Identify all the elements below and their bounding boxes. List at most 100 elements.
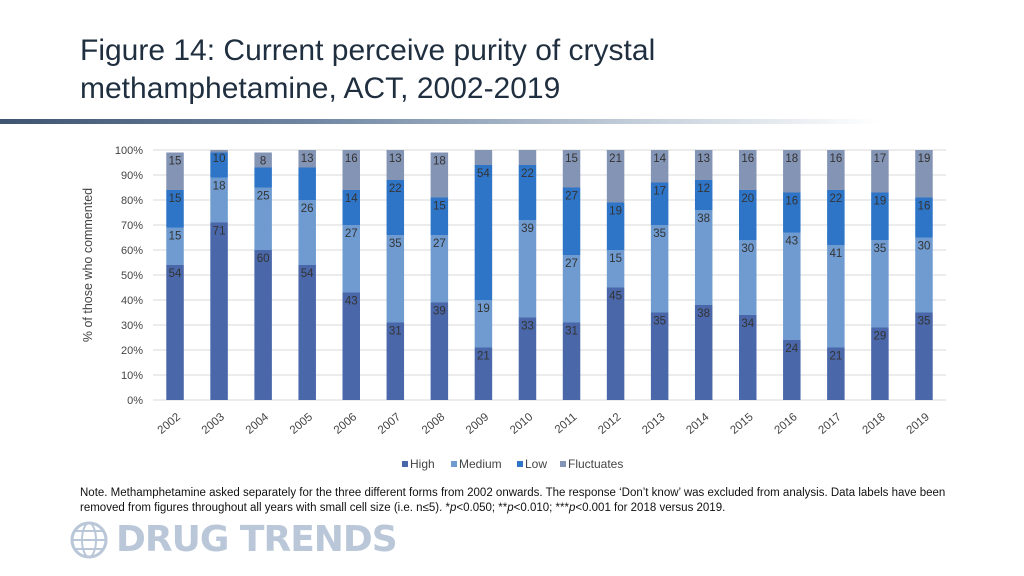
bar-segment-high	[606, 287, 625, 400]
legend-label-high: High	[410, 457, 435, 471]
bar-segment-medium	[783, 232, 801, 340]
bar-segment-low	[783, 192, 801, 233]
bar-segment-high	[254, 250, 272, 400]
legend-label-medium: Medium	[459, 457, 502, 471]
bar-segment-low	[739, 190, 757, 240]
data-label: 16	[918, 201, 931, 213]
bar-segment-fluctuates	[562, 150, 581, 188]
data-label: 38	[697, 213, 710, 225]
bar-segment-medium	[915, 237, 933, 313]
data-label: 45	[609, 291, 622, 303]
data-label: 16	[829, 153, 842, 165]
data-label: 21	[829, 351, 842, 363]
bar-segment-high	[871, 327, 889, 400]
legend-label-low: Low	[525, 457, 547, 471]
data-label: 31	[389, 326, 402, 338]
bar-segment-low	[166, 190, 184, 228]
x-tick-label: 2010	[508, 411, 535, 437]
y-tick-label: 100%	[115, 145, 143, 157]
note-text-3: <0.010; ***	[513, 501, 569, 514]
bar-segment-medium	[254, 187, 272, 250]
data-label: 19	[609, 206, 622, 218]
bar-segment-fluctuates	[166, 152, 184, 190]
bar-segment-fluctuates	[254, 152, 272, 168]
bar-segment-low	[915, 197, 933, 238]
bar-segment-low	[298, 167, 316, 200]
bar-segment-fluctuates	[915, 150, 933, 198]
data-label: 27	[565, 191, 578, 203]
note-p-2: p	[507, 501, 514, 514]
bar-segment-fluctuates	[430, 152, 449, 198]
data-label: 15	[609, 253, 622, 265]
data-label: 10	[213, 153, 226, 165]
data-label: 39	[521, 223, 534, 235]
x-tick-label: 2008	[420, 411, 447, 437]
legend-swatch-low	[517, 461, 523, 467]
data-label: 14	[653, 153, 666, 165]
data-label: 43	[345, 296, 358, 308]
bar-segment-high	[650, 312, 669, 400]
bar-segment-high	[474, 347, 493, 400]
bar-segment-medium	[210, 177, 228, 223]
bar-segment-medium	[562, 255, 581, 323]
data-label: 17	[653, 186, 666, 198]
data-label: 60	[257, 253, 270, 265]
y-axis-label: % of those who commented	[81, 188, 95, 342]
title-underline	[0, 119, 880, 124]
data-label: 27	[345, 228, 358, 240]
data-label: 30	[741, 243, 754, 255]
data-label: 18	[785, 153, 798, 165]
data-label: 20	[741, 193, 754, 205]
legend-swatch-high	[402, 461, 408, 467]
bar-segment-medium	[694, 210, 713, 305]
bar-segment-low	[254, 167, 272, 188]
footnote: Note. Methamphetamine asked separately f…	[80, 486, 960, 515]
data-label: 19	[918, 153, 931, 165]
bar-segment-high	[739, 315, 757, 400]
bar-segment-medium	[342, 225, 360, 293]
x-tick-label: 2019	[905, 411, 932, 437]
bar-segment-medium	[430, 235, 449, 303]
bar-segment-fluctuates	[871, 150, 889, 193]
data-label: 31	[565, 326, 578, 338]
y-tick-label: 50%	[121, 270, 143, 282]
page-title: Figure 14: Current perceive purity of cr…	[80, 32, 980, 108]
y-tick-label: 20%	[121, 345, 143, 357]
data-label: 33	[521, 321, 534, 333]
bar-segment-medium	[739, 240, 757, 315]
bar-segment-high	[342, 292, 360, 400]
bar-segment-fluctuates	[739, 150, 757, 190]
data-label: 15	[565, 153, 578, 165]
data-label: 14	[345, 193, 358, 205]
data-label: 35	[874, 243, 887, 255]
x-tick-label: 2011	[553, 411, 580, 436]
bar-segment-low	[210, 152, 228, 178]
bar-segment-low	[386, 180, 405, 235]
data-label: 27	[433, 238, 446, 250]
drug-trends-logo: DRUG TRENDS	[70, 521, 398, 559]
data-label: 38	[697, 308, 710, 320]
data-label: 39	[433, 306, 446, 318]
bar-segment-fluctuates	[474, 150, 493, 165]
x-tick-label: 2004	[244, 411, 272, 437]
bar-segment-fluctuates	[298, 150, 316, 168]
data-label: 16	[345, 153, 358, 165]
data-label: 25	[257, 191, 270, 203]
bar-segment-fluctuates	[650, 150, 669, 183]
data-label: 16	[785, 196, 798, 208]
bar-segment-high	[386, 322, 405, 400]
bar-segment-high	[915, 312, 933, 400]
data-label: 27	[565, 258, 578, 270]
legend-label-fluctuates: Fluctuates	[568, 457, 623, 471]
bar-segment-high	[210, 222, 228, 400]
legend-swatch-medium	[451, 461, 457, 467]
bar-segment-high	[430, 302, 449, 400]
x-tick-label: 2003	[200, 411, 227, 437]
bar-segment-low	[827, 190, 845, 245]
bar-segment-high	[166, 265, 184, 400]
y-tick-label: 80%	[121, 195, 143, 207]
bar-segment-fluctuates	[518, 150, 537, 165]
x-tick-label: 2016	[772, 411, 799, 437]
y-tick-label: 30%	[121, 320, 143, 332]
bar-segment-fluctuates	[606, 150, 625, 203]
